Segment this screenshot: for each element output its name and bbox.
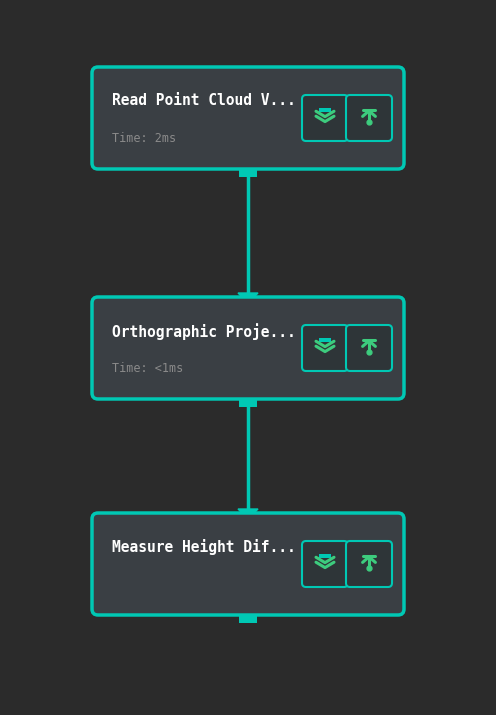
Text: Time: 2ms: Time: 2ms [112,132,176,145]
FancyBboxPatch shape [92,513,404,615]
FancyBboxPatch shape [302,95,348,141]
FancyBboxPatch shape [302,325,348,371]
Polygon shape [238,293,258,303]
Bar [319,338,331,342]
FancyBboxPatch shape [92,67,404,169]
Text: Orthographic Proje...: Orthographic Proje... [112,323,296,340]
FancyBboxPatch shape [302,541,348,587]
Bar [319,108,331,112]
FancyBboxPatch shape [346,541,392,587]
FancyBboxPatch shape [92,297,404,399]
Bar [239,519,257,533]
Polygon shape [238,509,258,519]
Bar [319,554,331,558]
Bar [239,163,257,177]
Bar [239,303,257,317]
Bar [239,609,257,623]
Text: Read Point Cloud V...: Read Point Cloud V... [112,93,296,108]
Bar [239,393,257,407]
FancyBboxPatch shape [346,325,392,371]
Text: Time: <1ms: Time: <1ms [112,362,183,375]
Text: Measure Height Dif...: Measure Height Dif... [112,539,296,555]
FancyBboxPatch shape [346,95,392,141]
